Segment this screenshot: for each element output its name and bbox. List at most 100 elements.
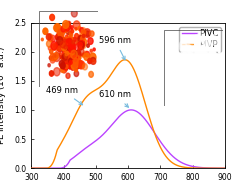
Circle shape: [181, 62, 185, 67]
Circle shape: [183, 82, 188, 88]
Circle shape: [192, 74, 197, 81]
Circle shape: [197, 84, 204, 93]
Circle shape: [202, 64, 204, 66]
Circle shape: [70, 43, 75, 49]
Circle shape: [182, 51, 190, 61]
Circle shape: [181, 67, 183, 69]
Circle shape: [64, 43, 70, 51]
Circle shape: [78, 48, 84, 56]
Circle shape: [196, 87, 203, 96]
Circle shape: [204, 83, 210, 91]
Circle shape: [66, 54, 72, 63]
Circle shape: [63, 40, 66, 44]
Circle shape: [180, 52, 186, 59]
Circle shape: [93, 48, 95, 51]
Circle shape: [180, 80, 184, 85]
Circle shape: [194, 56, 196, 57]
Circle shape: [203, 63, 205, 66]
Circle shape: [195, 88, 198, 92]
Circle shape: [68, 32, 73, 39]
Circle shape: [46, 34, 51, 40]
Circle shape: [71, 29, 74, 33]
Circle shape: [190, 55, 193, 59]
PIVP: [53, 159, 56, 161]
Circle shape: [81, 38, 87, 46]
Circle shape: [201, 67, 208, 76]
Circle shape: [186, 46, 191, 52]
Circle shape: [198, 82, 203, 88]
Circle shape: [182, 58, 184, 60]
Circle shape: [41, 38, 43, 41]
Circle shape: [78, 41, 84, 49]
Circle shape: [194, 52, 196, 54]
Circle shape: [188, 83, 192, 89]
Circle shape: [195, 85, 198, 90]
Circle shape: [200, 66, 202, 69]
Circle shape: [65, 29, 67, 33]
X-axis label: $\lambda_{em}$ (nm): $\lambda_{em}$ (nm): [107, 188, 149, 189]
Circle shape: [184, 47, 190, 55]
Circle shape: [89, 53, 96, 62]
Circle shape: [80, 46, 82, 48]
Circle shape: [178, 70, 181, 73]
Circle shape: [85, 51, 89, 57]
Circle shape: [201, 36, 204, 41]
Circle shape: [71, 62, 78, 70]
Circle shape: [182, 82, 185, 86]
Circle shape: [68, 55, 73, 61]
Circle shape: [190, 48, 197, 57]
Circle shape: [69, 53, 73, 58]
Circle shape: [79, 48, 81, 51]
Circle shape: [66, 35, 68, 38]
Circle shape: [194, 40, 199, 46]
Circle shape: [192, 85, 193, 87]
Circle shape: [180, 48, 182, 51]
Circle shape: [197, 87, 202, 94]
Circle shape: [194, 66, 199, 72]
Circle shape: [185, 66, 188, 70]
Line: PIVC: PIVC: [31, 110, 225, 168]
Circle shape: [74, 71, 78, 77]
Circle shape: [62, 44, 67, 51]
Circle shape: [185, 80, 192, 88]
Circle shape: [66, 27, 69, 30]
Circle shape: [207, 74, 210, 78]
Circle shape: [61, 43, 68, 52]
Circle shape: [78, 42, 84, 50]
Circle shape: [204, 38, 210, 47]
PIVP: [45, 167, 48, 169]
Circle shape: [188, 70, 193, 77]
Circle shape: [78, 26, 81, 30]
Circle shape: [181, 57, 188, 65]
Circle shape: [78, 36, 80, 39]
Circle shape: [189, 78, 191, 81]
Circle shape: [206, 65, 208, 67]
Circle shape: [200, 63, 203, 66]
Circle shape: [70, 26, 73, 29]
Circle shape: [210, 56, 212, 58]
Circle shape: [190, 74, 191, 75]
Circle shape: [168, 56, 175, 64]
Circle shape: [74, 58, 78, 64]
Legend: PIVC, PIVP: PIVC, PIVP: [179, 27, 221, 52]
Circle shape: [190, 73, 195, 79]
Circle shape: [171, 69, 174, 73]
Circle shape: [172, 73, 180, 83]
Circle shape: [43, 28, 48, 34]
Circle shape: [66, 27, 69, 32]
Circle shape: [70, 33, 72, 36]
Circle shape: [52, 43, 57, 50]
Circle shape: [187, 74, 194, 84]
Circle shape: [60, 67, 64, 72]
Circle shape: [65, 48, 68, 53]
Circle shape: [201, 73, 204, 77]
Circle shape: [202, 67, 204, 68]
Circle shape: [62, 56, 67, 62]
Circle shape: [64, 57, 71, 66]
Circle shape: [187, 70, 190, 73]
Circle shape: [68, 22, 71, 25]
Circle shape: [182, 67, 185, 70]
Circle shape: [170, 71, 177, 81]
Circle shape: [59, 53, 62, 57]
Circle shape: [204, 78, 210, 85]
